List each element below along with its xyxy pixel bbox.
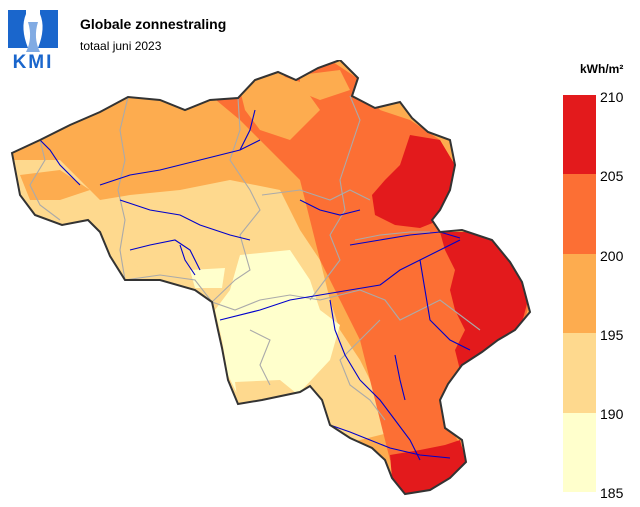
legend-swatch-195-200 [563,254,596,333]
legend-tick-label: 185 [600,485,624,501]
legend-tick-label: 200 [600,248,624,264]
legend-tick-label: 195 [600,327,624,343]
legend-color-bar [563,95,596,492]
legend-unit: kWh/m² [580,62,624,76]
legend-swatch-205-210 [563,95,596,174]
legend-tick-label: 205 [600,168,624,184]
legend-swatch-190-195 [563,333,596,413]
legend-tick-label: 210 [600,89,624,105]
kmi-logo [8,10,58,52]
logo-text: KMI [12,52,54,73]
belgium-map [11,60,531,495]
legend-swatch-200-205 [563,174,596,254]
map-title: Globale zonnestraling [80,16,227,32]
map-subtitle: totaal juni 2023 [80,39,162,53]
legend-tick-label: 190 [600,406,624,422]
legend-swatch-185-190 [563,413,596,492]
